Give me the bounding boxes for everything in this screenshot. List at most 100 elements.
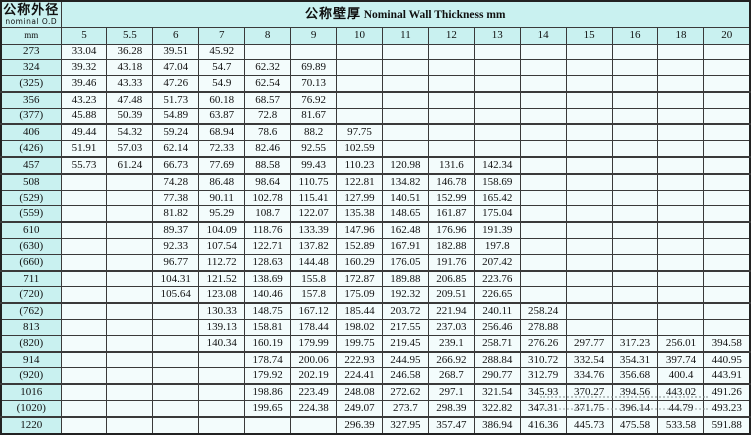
thickness-col-20: 20 (703, 26, 751, 45)
empty-cell (519, 270, 567, 288)
weight-cell: 44.79 (657, 400, 705, 418)
weight-cell: 142.34 (473, 156, 521, 175)
thickness-col-14: 14 (519, 26, 567, 45)
weight-cell: 104.31 (152, 270, 200, 288)
weight-cell: 223.76 (473, 270, 521, 288)
table-header-row: 公称外径 nominal O.D 公称壁厚 Nominal Wall Thick… (0, 0, 751, 28)
empty-cell (703, 221, 751, 240)
weight-cell: 240.11 (473, 302, 521, 321)
weight-cell: 140.34 (198, 334, 246, 353)
weight-cell: 202.19 (290, 367, 338, 386)
empty-cell (519, 140, 567, 159)
weight-cell: 357.47 (427, 416, 475, 435)
empty-cell (519, 123, 567, 142)
weight-cell: 288.84 (473, 351, 521, 369)
empty-cell (657, 43, 705, 61)
weight-cell: 57.03 (106, 140, 154, 159)
table-row: 356 43.23 47.48 51.73 60.18 68.57 76.92 (0, 91, 751, 109)
thickness-col-5: 5 (60, 26, 108, 45)
weight-cell: 200.06 (290, 351, 338, 369)
weight-cell: 60.18 (198, 91, 246, 109)
weight-cell: 152.89 (336, 238, 383, 255)
empty-cell (611, 156, 659, 175)
empty-cell (565, 286, 613, 305)
empty-cell (611, 173, 659, 191)
weight-cell: 51.91 (60, 140, 108, 159)
weight-cell: 72.33 (198, 140, 246, 159)
empty-cell (611, 140, 659, 159)
empty-cell (198, 400, 246, 418)
weight-cell: 244.95 (381, 351, 429, 369)
weight-cell: 219.45 (381, 334, 429, 353)
weight-cell: 273.7 (381, 400, 429, 418)
empty-cell (152, 416, 200, 435)
table-row: 457 55.73 61.24 66.73 77.69 88.58 99.43 110.23 1… (0, 156, 751, 175)
table-row: (660) 96.77 112.72 128.63 144.48 160.29 176.05… (0, 253, 751, 272)
weight-cell: 167.12 (290, 302, 338, 321)
thickness-col-7: 7 (198, 26, 246, 45)
empty-cell (152, 367, 200, 386)
weight-cell: 179.99 (290, 334, 338, 353)
empty-cell (565, 123, 613, 142)
empty-cell (657, 91, 705, 109)
table-row: 1016 198.86 223.49 248.08 272.62 297.1 321.54 3… (0, 383, 751, 402)
empty-cell (657, 189, 705, 207)
weight-cell: 440.95 (703, 351, 751, 369)
weight-cell: 297.77 (565, 334, 613, 353)
od-label: 914 (0, 351, 62, 369)
table-row: 273 33.04 36.28 39.51 45.92 (0, 43, 751, 61)
od-label: 406 (0, 123, 62, 142)
weight-cell: 217.55 (381, 319, 429, 336)
weight-cell: 92.55 (290, 140, 338, 159)
weight-cell: 272.62 (381, 383, 429, 402)
empty-cell (565, 91, 613, 109)
table-row: (426) 51.91 57.03 62.14 72.33 82.46 92.55 102.5… (0, 140, 751, 159)
weight-cell: 371.75 (565, 400, 613, 418)
weight-cell: 397.74 (657, 351, 705, 369)
weight-cell: 332.54 (565, 351, 613, 369)
weight-cell: 207.42 (473, 253, 521, 272)
weight-cell: 86.48 (198, 173, 246, 191)
empty-cell (244, 416, 292, 435)
empty-cell (611, 91, 659, 109)
empty-cell (657, 107, 705, 126)
empty-cell (427, 74, 475, 93)
weight-cell: 386.94 (473, 416, 521, 435)
empty-cell (703, 173, 751, 191)
empty-cell (473, 43, 521, 61)
weight-cell: 39.51 (152, 43, 200, 61)
weight-cell: 256.01 (657, 334, 705, 353)
weight-cell: 345.93 (519, 383, 567, 402)
empty-cell (473, 140, 521, 159)
weight-cell: 139.13 (198, 319, 246, 336)
empty-cell (473, 59, 521, 76)
empty-cell (565, 74, 613, 93)
empty-cell (519, 59, 567, 76)
weight-cell: 175.04 (473, 205, 521, 224)
od-label: (820) (0, 334, 62, 353)
od-label: 711 (0, 270, 62, 288)
weight-cell: 45.88 (60, 107, 108, 126)
empty-cell (427, 91, 475, 109)
weight-cell: 138.69 (244, 270, 292, 288)
weight-cell: 63.87 (198, 107, 246, 126)
empty-cell (60, 253, 108, 272)
weight-cell: 51.73 (152, 91, 200, 109)
empty-cell (152, 383, 200, 402)
weight-cell: 98.64 (244, 173, 292, 191)
weight-cell: 112.72 (198, 253, 246, 272)
empty-cell (657, 253, 705, 272)
weight-cell: 198.02 (336, 319, 383, 336)
empty-cell (336, 107, 383, 126)
empty-cell (519, 74, 567, 93)
empty-cell (427, 43, 475, 61)
thickness-col-6: 6 (152, 26, 200, 45)
weight-cell: 115.41 (290, 189, 338, 207)
empty-cell (60, 319, 108, 336)
weight-cell: 69.89 (290, 59, 338, 76)
empty-cell (519, 253, 567, 272)
weight-cell: 123.08 (198, 286, 246, 305)
weight-cell: 312.79 (519, 367, 567, 386)
weight-cell: 89.37 (152, 221, 200, 240)
weight-cell: 105.64 (152, 286, 200, 305)
